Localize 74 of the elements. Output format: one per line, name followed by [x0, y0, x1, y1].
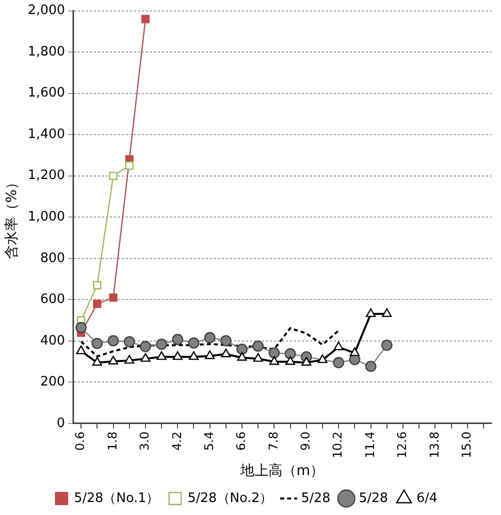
point: [93, 281, 102, 290]
point: [284, 348, 296, 360]
point: [188, 351, 199, 360]
point: [172, 351, 183, 360]
point: [366, 308, 376, 318]
point: [204, 350, 215, 360]
x-tick-label: 9.0: [298, 431, 313, 451]
point: [350, 347, 360, 356]
point: [92, 357, 102, 366]
y-tick-label: 800: [40, 250, 66, 266]
point: [124, 336, 135, 348]
point: [381, 340, 392, 351]
x-tick-label: 11.4: [362, 431, 377, 458]
legend-label: 5/28: [358, 490, 388, 506]
point: [156, 338, 168, 350]
point: [220, 348, 231, 358]
x-tick-label: 15.0: [459, 431, 474, 458]
x-tick-label: 6.6: [234, 431, 248, 451]
y-tick-label: 2,000: [28, 3, 66, 18]
y-tick-label: 400: [40, 333, 66, 348]
point: [76, 345, 86, 354]
x-axis-title: 地上高（m）: [239, 463, 324, 480]
x-tick-label: 0.6: [73, 431, 88, 451]
x-tick-label: 1.8: [105, 431, 120, 451]
point: [108, 335, 119, 346]
x-tick-label: 3.0: [138, 431, 152, 451]
point: [318, 354, 328, 364]
y-tick-label: 1,600: [28, 86, 66, 101]
point: [172, 334, 184, 346]
y-tick-label: 0: [56, 416, 66, 431]
legend-label: 5/28（No.1）: [74, 490, 160, 506]
point: [236, 344, 248, 355]
x-tick-label: 5.4: [202, 431, 216, 451]
x-tick-label: 12.6: [395, 431, 410, 458]
point: [124, 354, 134, 364]
point: [332, 357, 344, 368]
point: [220, 335, 232, 346]
x-tick-label: 10.2: [330, 431, 345, 458]
point: [301, 357, 312, 366]
point: [75, 322, 87, 334]
point: [93, 300, 102, 308]
y-tick-label: 1,200: [28, 168, 66, 184]
point: [125, 161, 134, 170]
y-tick-label: 1,400: [28, 126, 66, 142]
point: [285, 356, 296, 365]
legend-label: 6/4: [416, 490, 438, 506]
point: [382, 308, 392, 318]
point: [253, 353, 264, 362]
point: [365, 360, 376, 372]
y-axis-title: 含水率（%）: [4, 175, 20, 259]
point: [334, 342, 344, 350]
point: [156, 351, 166, 360]
y-tick-label: 1,000: [28, 210, 66, 225]
point: [109, 172, 118, 180]
point: [109, 293, 118, 302]
point: [141, 14, 150, 24]
y-tick-label: 1,800: [28, 44, 66, 60]
point: [188, 337, 200, 349]
point: [140, 340, 152, 352]
legend-label: 5/28: [301, 490, 330, 506]
point: [140, 353, 150, 362]
point: [268, 347, 280, 359]
x-tick-label: 13.8: [427, 431, 442, 458]
point: [92, 338, 103, 350]
y-tick-label: 600: [40, 292, 66, 308]
legend-label: 5/28（No.2）: [188, 490, 273, 506]
point: [252, 340, 264, 352]
x-tick-label: 7.8: [266, 431, 280, 451]
point: [204, 332, 216, 344]
point: [269, 356, 280, 365]
x-tick-label: 4.2: [170, 431, 184, 451]
y-tick-label: 200: [40, 374, 66, 390]
point: [108, 356, 118, 364]
point: [237, 352, 247, 361]
